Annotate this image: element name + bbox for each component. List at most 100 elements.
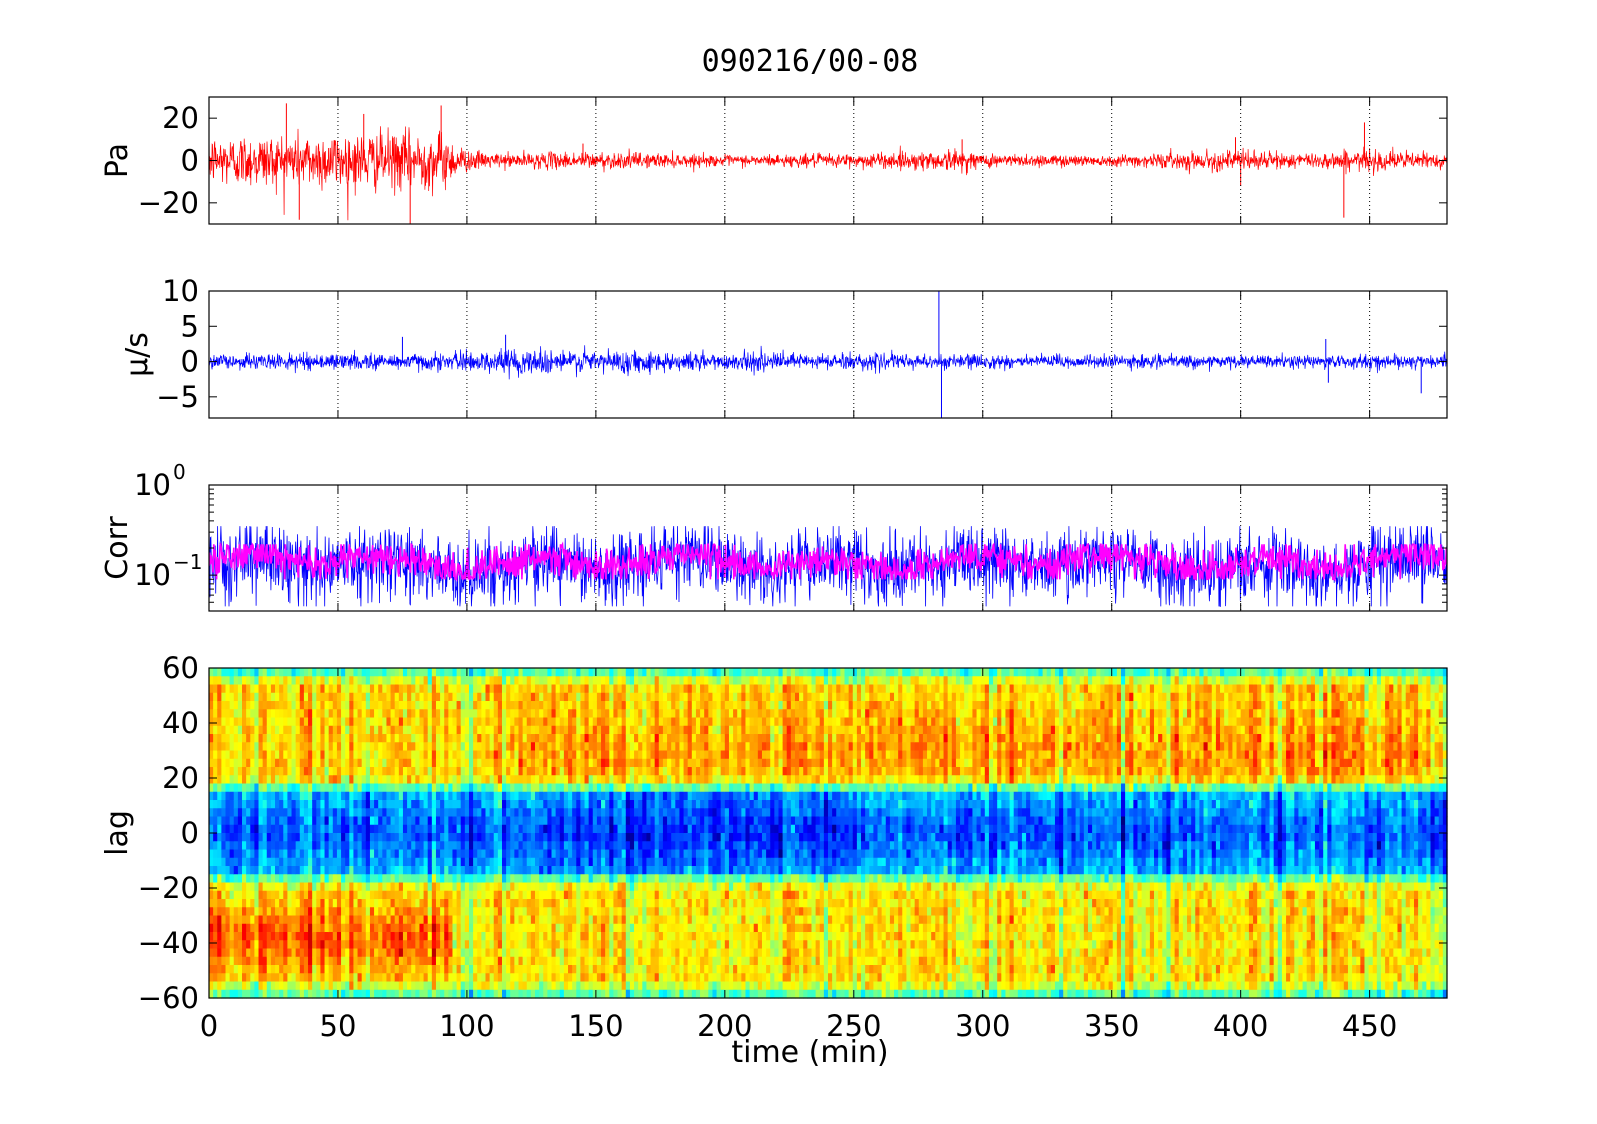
- heatmap-cell: [629, 684, 635, 694]
- heatmap-cell: [386, 692, 392, 702]
- heatmap-cell: [407, 816, 412, 826]
- heatmap-cell: [605, 833, 610, 842]
- heatmap-cell: [568, 833, 573, 842]
- heatmap-cell: [209, 808, 214, 818]
- heatmap-cell: [209, 857, 214, 867]
- heatmap-cell: [229, 800, 235, 809]
- heatmap-cell: [258, 841, 264, 851]
- heatmap-cell: [588, 808, 594, 818]
- heatmap-cell: [299, 692, 305, 702]
- heatmap-cell: [592, 940, 598, 950]
- heatmap-cell: [551, 758, 557, 768]
- heatmap-cell: [530, 882, 536, 892]
- heatmap-cell: [658, 849, 664, 859]
- heatmap-cell: [555, 717, 561, 727]
- heatmap-cell: [489, 956, 495, 966]
- heatmap-cell: [514, 956, 520, 966]
- heatmap-cell: [695, 874, 701, 884]
- heatmap-cell: [308, 923, 313, 933]
- heatmap-cell: [625, 783, 631, 793]
- heatmap-cell: [510, 800, 515, 809]
- heatmap-cell: [448, 923, 454, 933]
- heatmap-cell: [601, 750, 606, 760]
- heatmap-cell: [596, 981, 602, 991]
- heatmap-cell: [530, 899, 536, 908]
- heatmap-cell: [213, 692, 218, 702]
- heatmap-cell: [629, 965, 635, 974]
- heatmap-cell: [365, 783, 371, 793]
- heatmap-cell: [386, 841, 392, 851]
- heatmap-cell: [650, 956, 656, 966]
- heatmap-cell: [584, 725, 590, 735]
- heatmap-cell: [221, 882, 227, 892]
- heatmap-cell: [497, 808, 503, 818]
- heatmap-cell: [642, 973, 648, 983]
- heatmap-cell: [679, 684, 685, 694]
- heatmap-cell: [320, 866, 326, 875]
- heatmap-cell: [353, 808, 359, 818]
- heatmap-cell: [295, 800, 301, 809]
- heatmap-cell: [683, 816, 689, 826]
- heatmap-cell: [563, 890, 569, 900]
- heatmap-cell: [514, 965, 520, 974]
- heatmap-cell: [394, 965, 400, 974]
- heatmap-cell: [592, 915, 598, 925]
- heatmap-cell: [266, 717, 272, 727]
- heatmap-cell: [497, 750, 503, 760]
- heatmap-cell: [634, 775, 639, 785]
- heatmap-cell: [320, 783, 326, 793]
- heatmap-cell: [254, 948, 260, 958]
- velocity-ytick-label: −5: [156, 380, 199, 414]
- heatmap-cell: [345, 791, 350, 801]
- heatmap-cell: [332, 973, 338, 983]
- heatmap-cell: [468, 866, 474, 875]
- heatmap-cell: [568, 899, 573, 908]
- heatmap-cell: [275, 750, 280, 760]
- heatmap-cell: [237, 775, 243, 785]
- heatmap-cell: [477, 717, 482, 727]
- heatmap-cell: [617, 989, 623, 999]
- heatmap-cell: [386, 791, 392, 801]
- heatmap-cell: [374, 989, 379, 999]
- heatmap-cell: [233, 824, 239, 834]
- heatmap-cell: [345, 775, 350, 785]
- heatmap-cell: [237, 808, 243, 818]
- heatmap-cell: [518, 750, 524, 760]
- heatmap-cell: [654, 783, 660, 793]
- heatmap-cell: [617, 808, 623, 818]
- heatmap-cell: [535, 750, 540, 760]
- heatmap-cell: [522, 882, 528, 892]
- heatmap-cell: [402, 676, 408, 686]
- heatmap-cell: [411, 981, 416, 991]
- heatmap-cell: [217, 668, 222, 677]
- heatmap-cell: [687, 791, 693, 801]
- heatmap-cell: [254, 709, 260, 719]
- heatmap-cell: [634, 981, 639, 991]
- heatmap-cell: [246, 882, 251, 892]
- heatmap-cell: [324, 668, 330, 677]
- heatmap-cell: [316, 725, 322, 735]
- heatmap-cell: [667, 775, 672, 785]
- heatmap-cell: [345, 684, 350, 694]
- heatmap-cell: [353, 923, 359, 933]
- heatmap-cell: [530, 692, 536, 702]
- heatmap-cell: [415, 684, 421, 694]
- heatmap-cell: [353, 692, 359, 702]
- heatmap-cell: [675, 882, 681, 892]
- heatmap-cell: [580, 965, 586, 974]
- heatmap-cell: [650, 882, 656, 892]
- heatmap-cell: [551, 775, 557, 785]
- heatmap-cell: [477, 940, 482, 950]
- heatmap-cell: [526, 791, 532, 801]
- heatmap-cell: [522, 849, 528, 859]
- heatmap-cell: [543, 692, 548, 702]
- heatmap-cell: [419, 767, 425, 776]
- heatmap-cell: [237, 791, 243, 801]
- heatmap-cell: [225, 841, 231, 851]
- heatmap-cell: [303, 668, 309, 677]
- heatmap-cell: [361, 833, 367, 842]
- heatmap-cell: [270, 684, 276, 694]
- heatmap-cell: [667, 915, 672, 925]
- heatmap-cell: [646, 989, 652, 999]
- heatmap-cell: [530, 725, 536, 735]
